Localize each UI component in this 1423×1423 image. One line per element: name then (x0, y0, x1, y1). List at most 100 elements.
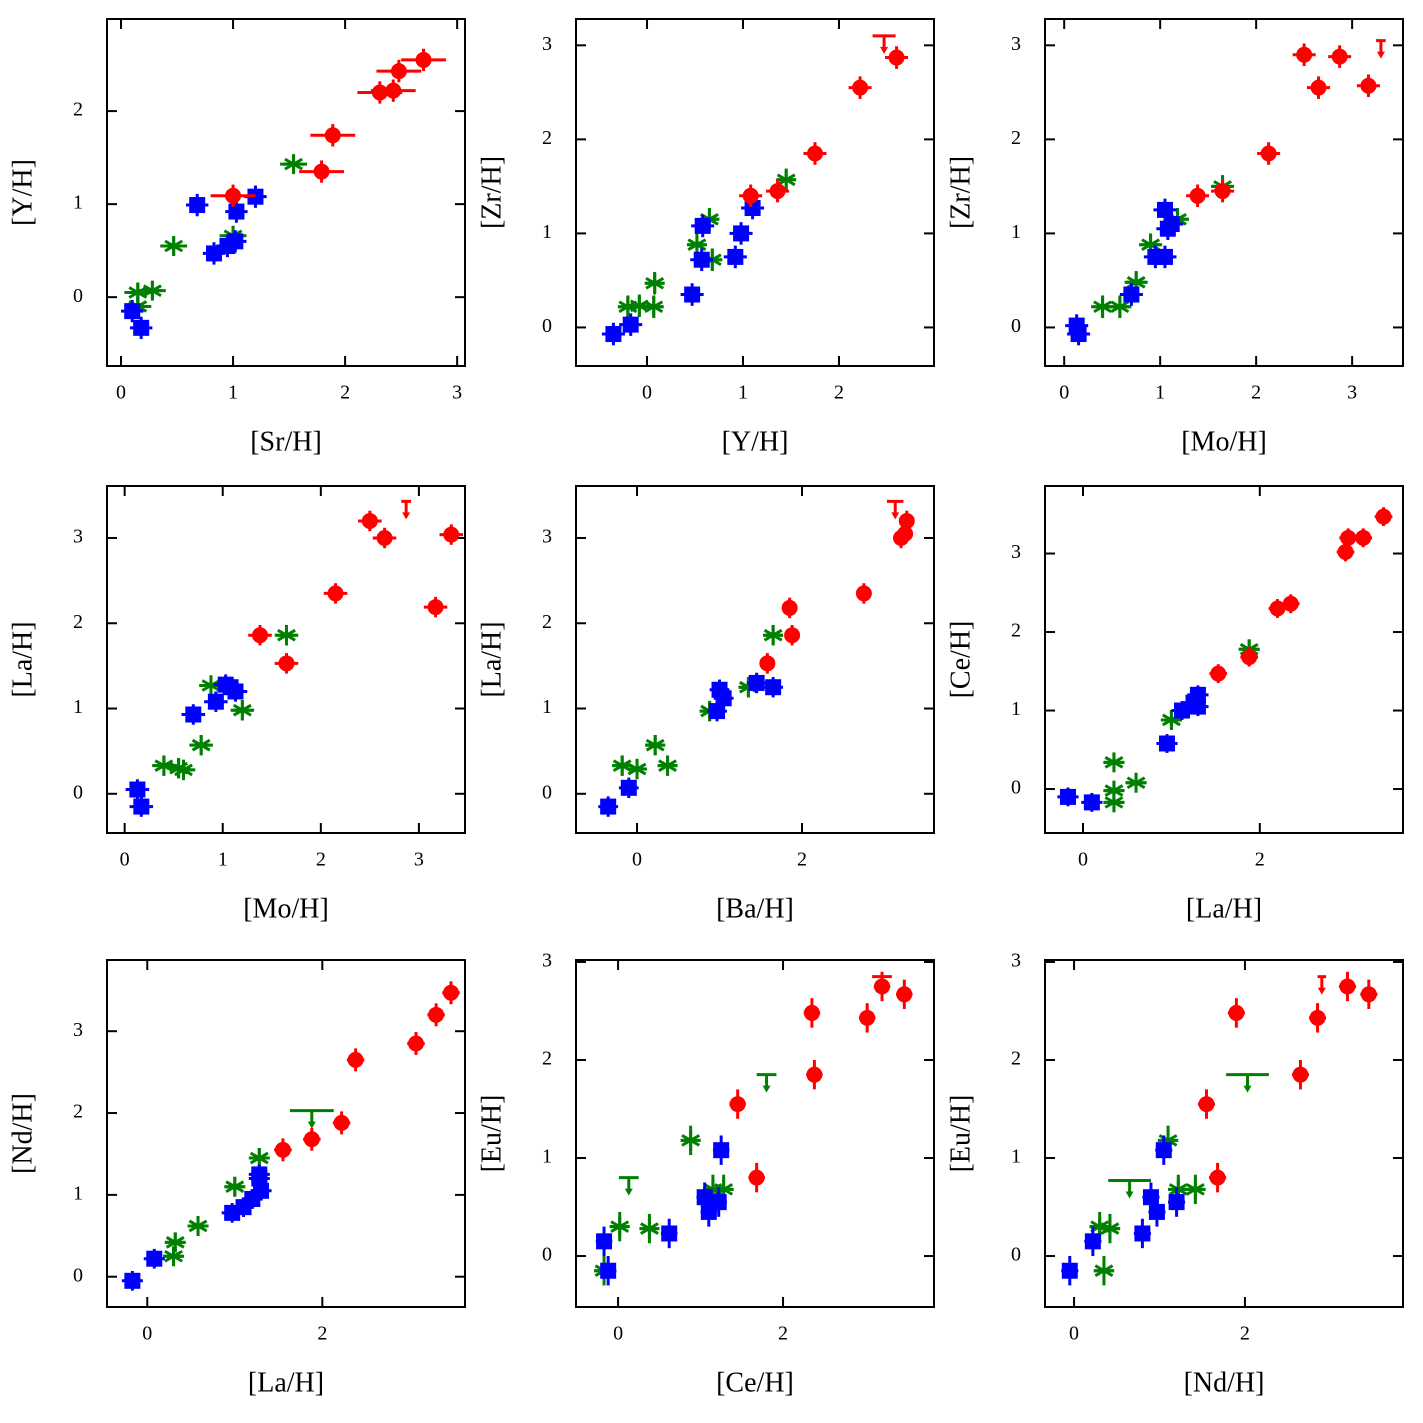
point (1140, 234, 1161, 255)
point (1331, 48, 1348, 65)
point (644, 273, 665, 294)
y-tick-label: 3 (542, 950, 552, 972)
plot-frame (575, 959, 935, 1308)
x-tick-label: 0 (142, 1323, 152, 1345)
point (146, 1250, 163, 1267)
point (390, 63, 407, 80)
y-axis-label: [Eu/H] (476, 1095, 507, 1173)
point (1070, 326, 1087, 343)
point (133, 798, 150, 815)
y-tick-label: 2 (73, 1101, 83, 1123)
y-tick-label: 3 (542, 33, 552, 55)
y-tick-label: 2 (73, 99, 83, 121)
point (252, 627, 269, 644)
y-tick-label: 1 (1011, 1146, 1021, 1168)
y-tick-label: 1 (542, 1146, 552, 1168)
point (188, 1215, 209, 1236)
y-tick-label: 1 (542, 696, 552, 718)
point (710, 1194, 727, 1211)
y-axis-label: [Zr/H] (945, 156, 976, 229)
point (442, 984, 459, 1001)
point (407, 1035, 424, 1052)
x-tick-label: 0 (1078, 849, 1088, 871)
point (693, 251, 710, 268)
point (622, 316, 639, 333)
y-tick-label: 2 (73, 611, 83, 633)
point (313, 163, 330, 180)
plot-frame (575, 18, 935, 367)
x-tick-label: 2 (340, 382, 350, 404)
plot-frame (106, 959, 466, 1308)
x-tick-label: 0 (120, 849, 130, 871)
point (1189, 686, 1206, 703)
y-tick-label: 3 (1011, 950, 1021, 972)
x-tick-label: 2 (834, 382, 844, 404)
panel: 0 1 2 3 0 1 2 3 [Mo/H] [La/H] (7, 485, 466, 924)
y-tick-label: 2 (542, 127, 552, 149)
y-tick-label: 1 (73, 192, 83, 214)
limit-arrowhead (880, 46, 889, 54)
y-tick-label: 0 (542, 1244, 552, 1266)
point (191, 735, 212, 756)
point (1093, 1260, 1114, 1281)
point (686, 234, 707, 255)
x-tick-label: 2 (1255, 849, 1265, 871)
y-axis-label: [La/H] (7, 621, 38, 697)
point (327, 585, 344, 602)
point (1214, 183, 1231, 200)
point (415, 51, 432, 68)
plot-frame (106, 18, 466, 367)
y-tick-label: 0 (542, 781, 552, 803)
point (1228, 1004, 1245, 1021)
panel: 0 2 0 1 2 3 [La/H] [Ce/H] (945, 485, 1404, 924)
point (163, 235, 184, 256)
point (1375, 508, 1392, 525)
y-tick-label: 1 (1011, 698, 1021, 720)
point (227, 683, 244, 700)
point (124, 1272, 141, 1289)
point (713, 1179, 734, 1200)
point (639, 1218, 660, 1239)
y-tick-label: 0 (73, 1264, 83, 1286)
x-tick-label: 3 (414, 849, 424, 871)
point (1158, 735, 1175, 752)
point (127, 282, 148, 303)
point (1360, 986, 1377, 1003)
point (283, 154, 304, 175)
point (596, 1233, 613, 1250)
point (428, 1006, 445, 1023)
point (207, 693, 224, 710)
point (702, 1179, 723, 1200)
y-axis-label: [Y/H] (7, 159, 38, 226)
panel: 0 1 2 3 0 1 2 [Sr/H] [Y/H] (7, 18, 466, 457)
point (709, 703, 726, 720)
point (1198, 1096, 1215, 1113)
y-tick-label: 0 (1011, 777, 1021, 799)
point (1103, 792, 1124, 813)
limit-arrowhead (1243, 1085, 1252, 1093)
point (765, 679, 782, 696)
point (153, 755, 174, 776)
point (781, 599, 798, 616)
y-tick-label: 1 (1011, 221, 1021, 243)
point (1134, 1225, 1151, 1242)
point (1103, 780, 1124, 801)
point (855, 585, 872, 602)
point (769, 183, 786, 200)
x-axis-label: [Nd/H] (1184, 1367, 1265, 1398)
x-tick-label: 2 (778, 1323, 788, 1345)
point (1309, 1009, 1326, 1026)
y-tick-label: 0 (1011, 315, 1021, 337)
point (1061, 1262, 1078, 1279)
point (600, 1262, 617, 1279)
x-tick-label: 1 (1155, 382, 1165, 404)
point (200, 675, 221, 696)
point (694, 217, 711, 234)
panel: 0 1 2 0 1 2 3 [Y/H] [Zr/H] (476, 18, 935, 457)
point (185, 706, 202, 723)
x-tick-label: 0 (613, 1323, 623, 1345)
point (1089, 1216, 1110, 1237)
point (1161, 709, 1182, 730)
y-tick-label: 2 (542, 611, 552, 633)
panel: 0 2 0 1 2 3 [Ba/H] [La/H] (476, 485, 935, 924)
